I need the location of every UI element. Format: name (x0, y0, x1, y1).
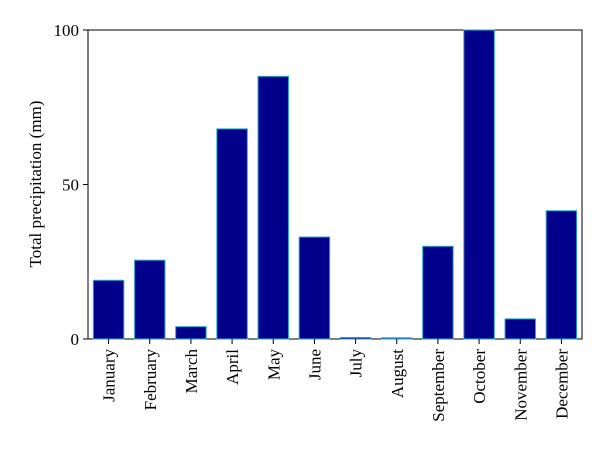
bar-april (216, 128, 248, 340)
bar-september (422, 245, 454, 340)
y-axis-title: Total precipitation (mm) (26, 101, 45, 268)
y-axis-ticks: 0 50 100 (54, 21, 88, 349)
x-tick-label-december: December (552, 349, 571, 419)
x-tick-label-october: October (470, 349, 489, 404)
y-tick-label: 0 (71, 330, 80, 349)
bar-march (175, 326, 207, 340)
bar-october (463, 29, 495, 340)
bar-may (257, 75, 289, 340)
x-tick-label-february: February (141, 349, 160, 411)
bar-december (545, 210, 578, 340)
x-tick-label-march: March (182, 349, 201, 394)
x-tick-label-november: November (511, 349, 530, 421)
x-tick-label-april: April (223, 349, 242, 385)
x-tick-label-september: September (429, 349, 448, 422)
bars (92, 29, 578, 340)
bar-july (339, 336, 372, 340)
y-tick-label: 100 (54, 21, 80, 40)
x-axis-ticks: January February March April May June July Augu… (100, 339, 571, 422)
x-tick-label-june: June (305, 349, 324, 380)
x-tick-label-august: August (388, 349, 407, 398)
x-tick-label-january: January (100, 349, 119, 402)
x-tick-label-may: May (264, 349, 283, 381)
bar-january (92, 279, 125, 340)
bar-february (134, 259, 166, 340)
bar-june (298, 236, 331, 340)
x-tick-label-july: July (347, 349, 366, 378)
y-tick-label: 50 (62, 176, 79, 195)
bar-august (381, 337, 413, 340)
bar-november (504, 318, 536, 340)
